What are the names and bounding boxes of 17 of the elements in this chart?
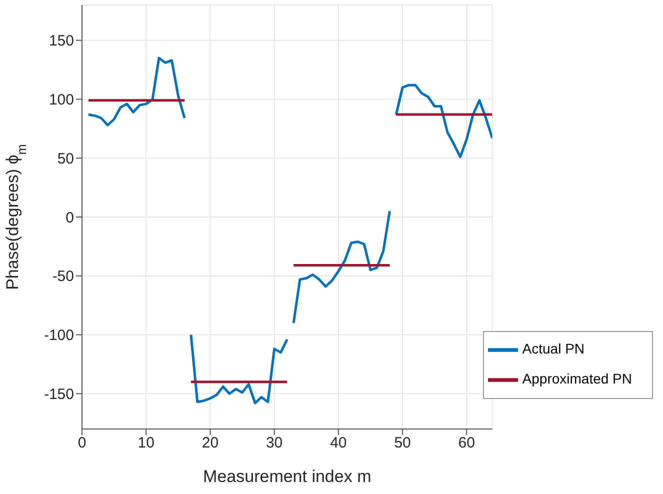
y-tick-label: -50 [52,268,74,286]
x-tick-label: 30 [266,434,283,452]
x-tick-label: 60 [458,434,475,452]
x-tick-label: 20 [202,434,219,452]
y-tick-label: 150 [48,32,74,50]
x-tick-label: 0 [78,434,86,452]
legend-label: Approximated PN [522,370,632,387]
legend-label: Actual PN [522,340,585,357]
x-tick-label: 40 [330,434,347,452]
x-tick-label: 10 [138,434,154,452]
x-axis-title: Measurement index m [203,467,372,486]
y-tick-label: -100 [44,327,74,344]
y-tick-label: 0 [66,209,74,226]
x-tick-label: 50 [394,434,411,452]
y-tick-label: -150 [44,386,74,403]
y-tick-label: 50 [57,150,74,168]
y-tick-label: 100 [48,92,74,109]
